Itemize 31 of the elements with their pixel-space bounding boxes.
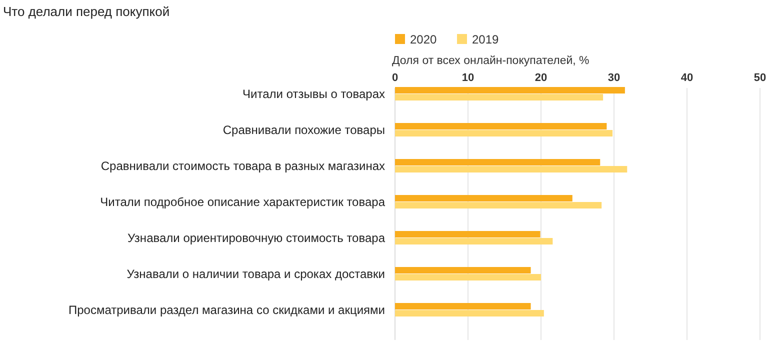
x-tick-label: 10 <box>462 72 474 84</box>
y-tick-label: Просматривали раздел магазина со скидками и акциями <box>68 303 385 317</box>
y-tick-label: Сравнивали похожие товары <box>222 123 385 137</box>
bar <box>395 159 600 166</box>
y-tick-label: Читали подробное описание характеристик товара <box>100 195 386 209</box>
bar <box>395 166 628 172</box>
bar <box>395 195 572 202</box>
bar <box>395 231 540 238</box>
text: Что делали перед покупкой <box>3 4 170 19</box>
bar <box>395 94 604 100</box>
bar <box>395 202 602 208</box>
bar <box>395 87 625 94</box>
bar <box>395 310 544 316</box>
legend-label: 2020 <box>410 32 438 46</box>
bar <box>395 303 531 310</box>
bar <box>395 238 553 244</box>
x-tick-label: 20 <box>534 72 548 84</box>
y-tick-label: Узнавали ориентировочную стоимость товара <box>127 231 386 245</box>
x-tick-label: 0 <box>392 72 398 84</box>
x-axis-title: Доля от всех онлайн-покупателей, % <box>392 55 590 67</box>
y-tick-label: Читали отзывы о товарах <box>242 87 385 101</box>
x-tick-label: 50 <box>754 72 766 84</box>
x-tick-label: 40 <box>680 72 694 84</box>
bar <box>395 130 613 136</box>
bar <box>395 123 607 130</box>
bar <box>395 274 541 280</box>
bar <box>395 267 531 274</box>
y-tick-label: Сравнивали стоимость товара в разных магазинах <box>100 159 385 173</box>
y-tick-label: Узнавали о наличии товара и сроках доставки <box>126 267 385 281</box>
legend-label: 2019 <box>472 32 500 46</box>
x-tick-label: 30 <box>608 72 620 84</box>
